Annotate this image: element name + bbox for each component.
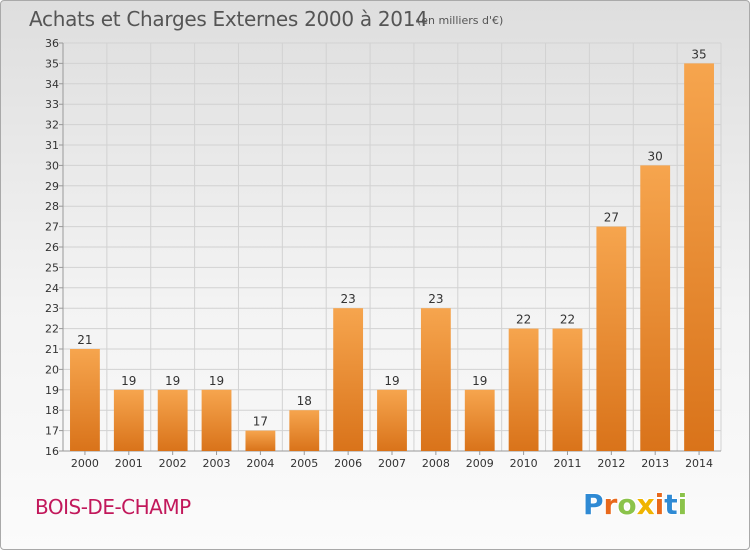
chart-title: Achats et Charges Externes 2000 à 2014 <box>29 7 428 31</box>
x-tick-label: 2014 <box>685 457 713 470</box>
x-tick-label: 2013 <box>641 457 669 470</box>
bar-value-label: 27 <box>604 211 619 225</box>
y-tick-label: 25 <box>45 261 59 274</box>
y-tick-label: 16 <box>45 445 59 458</box>
bar-2007 <box>377 389 407 451</box>
bar-2003 <box>201 389 232 451</box>
logo-letter: P <box>583 488 604 521</box>
x-tick-label: 2001 <box>115 457 143 470</box>
y-tick-label: 26 <box>45 241 59 254</box>
bar-value-label: 23 <box>340 292 355 306</box>
y-tick-label: 29 <box>45 180 59 193</box>
bar-value-label: 19 <box>472 374 487 388</box>
bar-2002 <box>157 389 188 451</box>
bar-2012 <box>596 226 627 451</box>
bar-value-label: 22 <box>560 313 575 327</box>
x-tick-label: 2010 <box>510 457 538 470</box>
bar-value-label: 23 <box>428 292 443 306</box>
y-tick-label: 20 <box>45 363 59 376</box>
bars <box>70 63 714 452</box>
bar-value-label: 19 <box>384 374 399 388</box>
bar-2014 <box>684 63 714 452</box>
commune-name: BOIS-DE-CHAMP <box>35 495 191 519</box>
logo-letter: o <box>617 488 637 521</box>
bar-value-label: 21 <box>77 333 92 347</box>
proxiti-logo: Proxiti <box>583 488 687 521</box>
x-tick-label: 2004 <box>246 457 274 470</box>
x-tick-label: 2007 <box>378 457 406 470</box>
bar-value-label: 19 <box>165 374 180 388</box>
x-tick-label: 2002 <box>159 457 187 470</box>
x-tick-label: 2003 <box>203 457 231 470</box>
x-tick-label: 2008 <box>422 457 450 470</box>
bar-value-label: 19 <box>121 374 136 388</box>
y-tick-label: 30 <box>45 159 59 172</box>
y-tick-label: 22 <box>45 323 59 336</box>
bar-2004 <box>245 430 276 451</box>
logo-letter: t <box>664 488 678 521</box>
y-tick-label: 18 <box>45 404 59 417</box>
bar-2009 <box>464 389 495 451</box>
x-tick-label: 2009 <box>466 457 494 470</box>
y-tick-label: 17 <box>45 425 59 438</box>
bar-value-label: 35 <box>691 47 706 61</box>
bar-2001 <box>113 389 144 451</box>
y-tick-label: 24 <box>45 282 59 295</box>
bar-value-label: 22 <box>516 313 531 327</box>
y-tick-label: 31 <box>45 139 59 152</box>
bar-value-label: 19 <box>209 374 224 388</box>
bar-value-label: 17 <box>253 415 268 429</box>
x-tick-label: 2000 <box>71 457 99 470</box>
x-tick-label: 2006 <box>334 457 362 470</box>
y-tick-label: 27 <box>45 221 59 234</box>
logo-letter: r <box>603 488 618 521</box>
y-tick-label: 34 <box>45 78 59 91</box>
y-tick-label: 35 <box>45 57 59 70</box>
bar-value-label: 30 <box>648 149 663 163</box>
y-tick-label: 21 <box>45 343 59 356</box>
bar-2011 <box>552 328 583 451</box>
y-tick-label: 19 <box>45 384 59 397</box>
bar-2006 <box>333 308 364 451</box>
x-tick-label: 2012 <box>597 457 625 470</box>
y-tick-label: 36 <box>45 37 59 50</box>
x-tick-label: 2011 <box>553 457 581 470</box>
bar-2013 <box>640 165 671 451</box>
logo-letter: x <box>636 488 655 521</box>
bar-2000 <box>70 349 100 451</box>
labels: 16 17 18 19 20 21 22 23 24 25 26 27 28 29 30 31 32 33 34 35… <box>45 37 713 470</box>
bar-2005 <box>289 410 320 451</box>
y-tick-label: 23 <box>45 302 59 315</box>
logo-letter: i <box>677 488 688 521</box>
bar-value-label: 18 <box>297 394 312 408</box>
chart-subtitle: (en milliers d'€) <box>417 14 504 27</box>
bar-2008 <box>420 308 451 451</box>
y-tick-label: 33 <box>45 98 59 111</box>
bar-2010 <box>508 328 539 451</box>
logo-letter: i <box>654 488 665 521</box>
x-tick-label: 2005 <box>290 457 318 470</box>
y-tick-label: 32 <box>45 119 59 132</box>
y-tick-label: 28 <box>45 200 59 213</box>
